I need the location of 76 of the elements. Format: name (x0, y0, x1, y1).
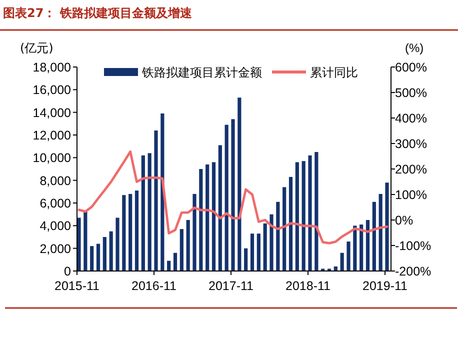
bar (167, 260, 171, 271)
bar (116, 218, 120, 271)
bar (173, 252, 178, 271)
bar (141, 155, 145, 271)
bar (360, 224, 364, 271)
bar (308, 155, 312, 271)
bar (122, 195, 126, 271)
bar (186, 220, 190, 271)
bar (218, 145, 222, 271)
y-tick-label: 16,000 (32, 83, 72, 98)
bar (90, 246, 94, 271)
bar (238, 98, 242, 271)
chart-title: 图表27： 铁路拟建项目金额及增速 (3, 6, 193, 20)
bar (77, 218, 81, 271)
y2-tick-label: 100% (395, 188, 427, 202)
bar (263, 223, 267, 271)
bar (270, 214, 274, 271)
bar (102, 237, 106, 271)
bar (366, 220, 370, 271)
bar (353, 226, 357, 271)
bar (231, 119, 235, 271)
y-tick-label: 6,000 (40, 196, 72, 210)
x-tick-label: 2017-11 (208, 279, 254, 293)
y2-tick-label: 500% (395, 86, 427, 100)
bar (288, 176, 293, 271)
y-tick-label: 8,000 (40, 174, 72, 188)
line-series (78, 150, 388, 244)
bar (224, 124, 228, 271)
bar (372, 202, 376, 271)
y-tick-label: 14,000 (32, 106, 72, 120)
bar (346, 242, 350, 271)
bar (192, 194, 196, 271)
y-axis-title: (亿元) (20, 41, 54, 55)
y2-tick-label: 300% (395, 137, 427, 151)
bar (148, 153, 152, 271)
legend-label: 铁路拟建项目累计金额 (141, 66, 262, 80)
bar (378, 194, 382, 271)
y-tick-label: 12,000 (32, 128, 72, 142)
legend-label: 累计同比 (310, 66, 358, 80)
bar (84, 210, 88, 271)
bar (154, 130, 158, 271)
bar (160, 113, 164, 271)
y2-tick-label: 400% (395, 112, 427, 126)
bar (109, 231, 113, 271)
bar (256, 234, 260, 271)
y2-tick-label: 600% (395, 60, 427, 74)
y2-tick-label: -100% (395, 239, 432, 253)
bar (180, 229, 184, 271)
bar (96, 244, 100, 271)
x-tick-label: 2019-11 (362, 279, 408, 293)
x-tick-label: 2018-11 (286, 279, 331, 293)
bar (128, 194, 132, 271)
y2-tick-label: 0% (395, 214, 414, 228)
bar (385, 182, 389, 271)
y2-axis-title: (%) (405, 41, 424, 55)
y-tick-label: 4,000 (40, 219, 72, 234)
bar (276, 202, 280, 271)
y2-tick-label: 200% (395, 162, 427, 176)
bar (282, 187, 286, 271)
bar (199, 169, 203, 271)
y2-tick-label: -200% (395, 264, 432, 278)
bar (134, 190, 139, 271)
bar (212, 162, 216, 271)
bar (250, 234, 254, 271)
bar (206, 164, 210, 271)
y-tick-label: 18,000 (32, 60, 72, 74)
bar (314, 152, 318, 271)
bar (244, 248, 248, 271)
bar (340, 252, 344, 271)
y-tick-label: 2,000 (40, 242, 72, 256)
y-tick-label: 10,000 (32, 151, 72, 166)
y-tick-label: 0 (64, 264, 72, 278)
bar (295, 162, 299, 271)
x-tick-label: 2015-11 (54, 279, 100, 293)
x-tick-label: 2016-11 (132, 279, 177, 293)
bar (302, 161, 306, 271)
